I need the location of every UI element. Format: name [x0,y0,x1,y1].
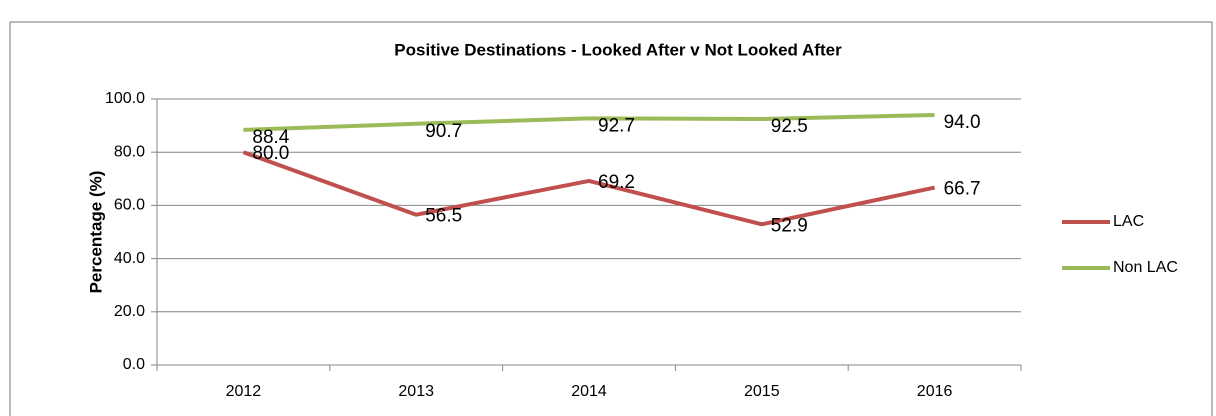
y-tick-label: 80.0 [114,143,145,160]
data-label: 88.4 [252,127,289,148]
data-label: 69.2 [598,172,635,193]
series-line [243,112,935,132]
x-tick-label: 2013 [398,383,434,400]
data-label: 92.5 [771,116,808,137]
y-tick-label: 40.0 [114,250,145,267]
x-tick-label: 2015 [744,383,780,400]
legend-label: Non LAC [1113,259,1178,276]
x-tick-label: 2016 [917,383,953,400]
data-label: 80.0 [252,143,289,164]
data-label: 52.9 [771,215,808,236]
y-axis-title: Percentage (%) [86,171,105,294]
y-tick-label: 0.0 [123,356,145,373]
data-label: 56.5 [425,206,462,227]
y-tick-label: 60.0 [114,197,145,214]
data-label: 90.7 [425,121,462,142]
data-label: 66.7 [944,179,981,200]
y-tick-label: 20.0 [114,303,145,320]
chart-frame [9,21,1213,416]
y-tick-label: 100.0 [105,90,145,107]
chart-title: Positive Destinations - Looked After v N… [394,40,842,59]
data-label: 92.7 [598,115,635,136]
series-line [242,150,936,227]
x-tick-label: 2014 [571,383,607,400]
legend-label: LAC [1113,213,1144,230]
x-tick-label: 2012 [226,383,262,400]
data-label: 94.0 [944,112,981,133]
